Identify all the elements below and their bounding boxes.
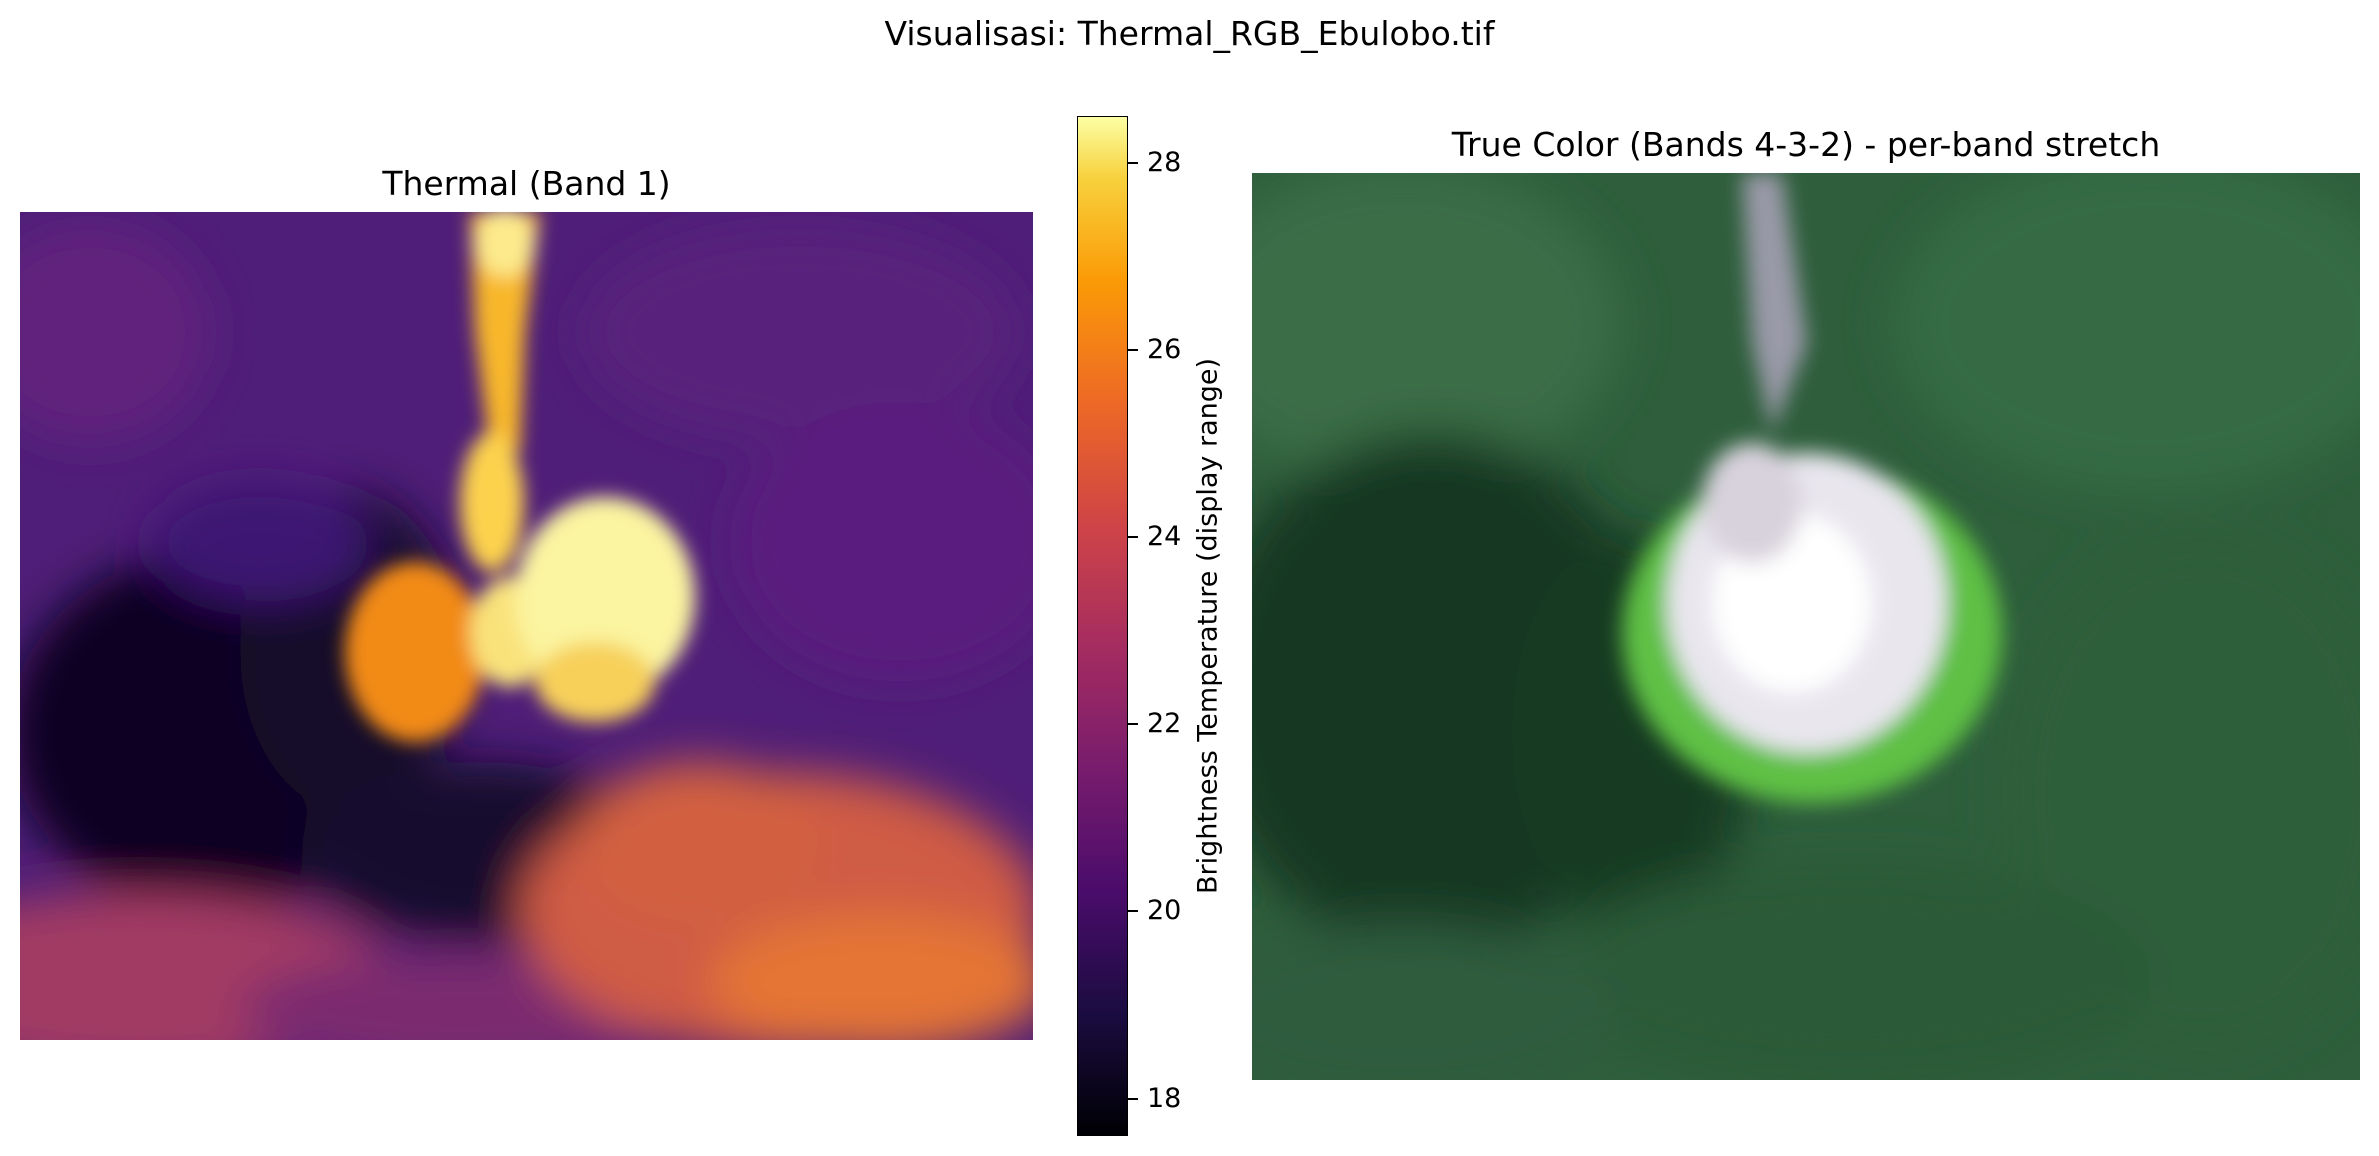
colorbar-tick-label: 28	[1147, 146, 1182, 178]
truecolor-image	[1252, 173, 2360, 1080]
colorbar-tick-label: 22	[1147, 708, 1182, 740]
colorbar-tick-mark	[1128, 1097, 1138, 1100]
figure-title: Visualisasi: Thermal_RGB_Ebulobo.tif	[884, 14, 1495, 53]
colorbar-tick-mark	[1128, 536, 1138, 539]
thermal-panel-title: Thermal (Band 1)	[382, 164, 671, 203]
colorbar-tick-label: 18	[1147, 1082, 1182, 1114]
colorbar-tick-mark	[1128, 723, 1138, 726]
truecolor-panel-title: True Color (Bands 4-3-2) - per-band stre…	[1451, 125, 2161, 164]
colorbar-tick-mark	[1128, 910, 1138, 913]
colorbar-tick-mark	[1128, 161, 1138, 164]
thermal-image	[20, 212, 1033, 1040]
colorbar-tick-label: 20	[1147, 895, 1182, 927]
colorbar-tick-mark	[1128, 348, 1138, 351]
colorbar-tick-label: 26	[1147, 333, 1182, 365]
colorbar-label: Brightness Temperature (display range)	[1192, 357, 1224, 895]
colorbar	[1077, 116, 1128, 1136]
colorbar-tick-label: 24	[1147, 521, 1182, 553]
